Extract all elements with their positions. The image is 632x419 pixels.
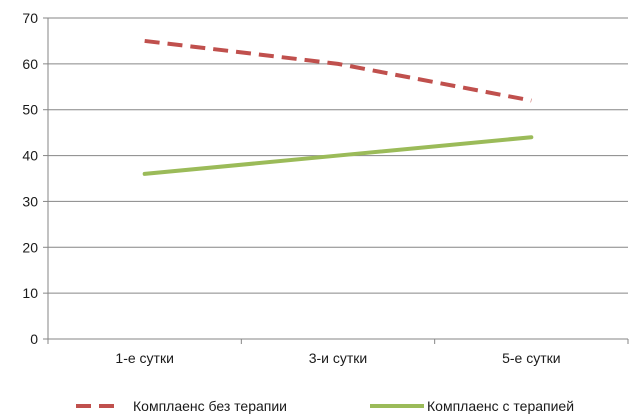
y-axis-ticks: 0 10 20 30 40 50 60 70 <box>22 10 48 347</box>
x-axis-ticks: 1-е сутки 3-и сутки 5-е сутки <box>47 339 629 366</box>
y-tick-label: 30 <box>22 193 38 209</box>
y-tick-label: 10 <box>22 285 38 301</box>
y-tick-label: 0 <box>30 331 38 347</box>
legend-label-2: Комплаенс с терапией <box>427 398 574 414</box>
x-tick-label: 3-и сутки <box>309 350 368 366</box>
y-tick-label: 20 <box>22 239 38 255</box>
y-tick-label: 60 <box>22 56 38 72</box>
legend: Комплаенс без терапии Комплаенс с терапие… <box>76 398 574 414</box>
y-tick-label: 70 <box>22 10 38 26</box>
x-tick-label: 5-е сутки <box>502 350 560 366</box>
series-line-2 <box>142 135 534 176</box>
series-lines <box>142 38 534 176</box>
axes <box>47 18 628 340</box>
series-line-1 <box>144 38 532 103</box>
legend-label-1: Комплаенс без терапии <box>133 398 287 414</box>
y-tick-label: 50 <box>22 102 38 118</box>
x-tick-label: 1-е сутки <box>115 350 173 366</box>
y-tick-label: 40 <box>22 148 38 164</box>
